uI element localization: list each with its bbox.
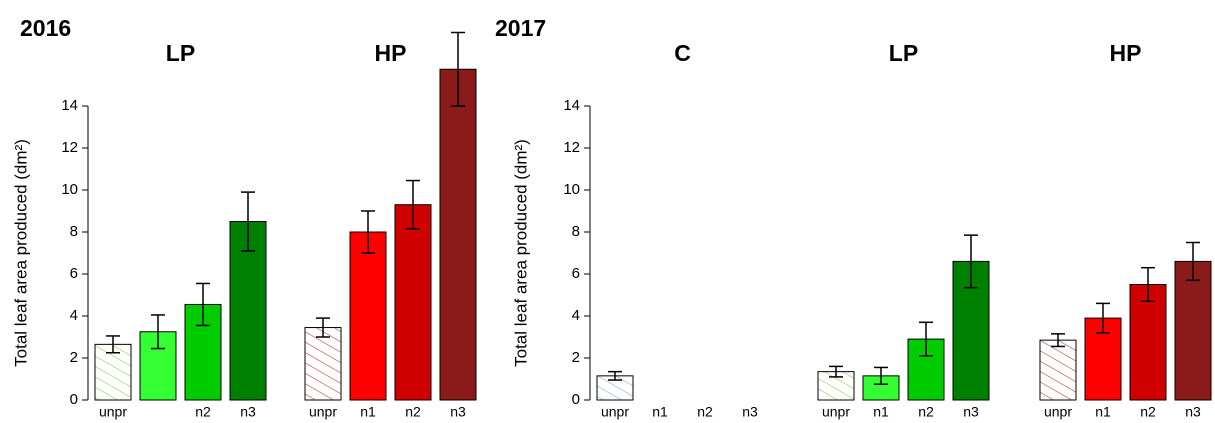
y-tick-label: 8 [572, 223, 580, 240]
bar [1039, 339, 1077, 401]
y-tick-label: 2 [70, 349, 78, 366]
y-tick-label: 8 [70, 223, 78, 240]
x-tick-label: n3 [1185, 404, 1201, 420]
y-tick-label: 6 [572, 265, 580, 282]
y-tick-label: 12 [563, 139, 580, 156]
panel-title: 2016 [20, 15, 71, 41]
error-bar [964, 234, 978, 289]
error-bar [241, 191, 255, 252]
group-title: HP [375, 40, 407, 66]
x-tick-label: n2 [1140, 404, 1156, 420]
error-bar [361, 210, 375, 254]
y-tick-label: 4 [572, 307, 580, 324]
error-bar [608, 370, 622, 381]
x-tick-label: n3 [742, 404, 758, 420]
group-title: C [674, 40, 691, 66]
x-tick-label: n3 [240, 404, 256, 420]
error-bar [196, 282, 210, 327]
x-tick-label: unpr [822, 404, 850, 420]
bar [394, 204, 432, 401]
error-bar [106, 335, 120, 354]
error-bar [1186, 241, 1200, 282]
bar [1129, 284, 1167, 401]
bar [304, 327, 342, 401]
x-tick-label: n1 [652, 404, 668, 420]
error-bar [406, 179, 420, 230]
bar [349, 231, 387, 401]
panel-title: 2017 [495, 15, 546, 41]
x-tick-label: unpr [601, 404, 629, 420]
x-tick-label: n2 [405, 404, 421, 420]
error-bar [919, 321, 933, 357]
group-title: LP [166, 40, 195, 66]
group-title: LP [889, 40, 918, 66]
y-tick-label: 6 [70, 265, 78, 282]
x-tick-label: n2 [697, 404, 713, 420]
error-bar [316, 317, 330, 338]
y-tick-label: 10 [61, 181, 78, 198]
y-axis-label: Total leaf area produced (dm²) [511, 139, 530, 367]
y-tick-label: 2 [572, 349, 580, 366]
error-bar [1096, 302, 1110, 334]
x-tick-label: n3 [450, 404, 466, 420]
error-bar [874, 366, 888, 385]
group-title: HP [1110, 40, 1142, 66]
y-tick-label: 14 [61, 97, 78, 114]
error-bar [1051, 333, 1065, 348]
error-bar [451, 31, 465, 107]
x-tick-label: n1 [360, 404, 376, 420]
x-tick-label: unpr [99, 404, 127, 420]
error-bar [1141, 266, 1155, 303]
error-bar [151, 314, 165, 350]
y-tick-label: 0 [70, 391, 78, 408]
y-axis-label: Total leaf area produced (dm²) [11, 139, 30, 367]
x-tick-label: unpr [309, 404, 337, 420]
error-bar [829, 365, 843, 378]
x-tick-label: n3 [963, 404, 979, 420]
y-tick-label: 14 [563, 97, 580, 114]
x-tick-label: n2 [195, 404, 211, 420]
y-tick-label: 12 [61, 139, 78, 156]
x-tick-label: n1 [873, 404, 889, 420]
x-tick-label: unpr [1044, 404, 1072, 420]
x-tick-label: n1 [1095, 404, 1111, 420]
bar [1174, 260, 1212, 401]
x-tick-label: n2 [918, 404, 934, 420]
bar [439, 68, 477, 401]
y-tick-label: 10 [563, 181, 580, 198]
y-tick-label: 4 [70, 307, 78, 324]
y-tick-label: 0 [572, 391, 580, 408]
